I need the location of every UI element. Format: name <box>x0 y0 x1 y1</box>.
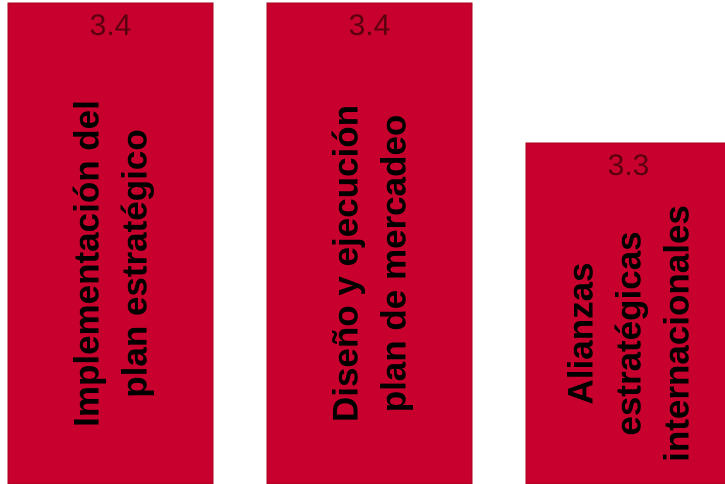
data-label: 3.3 <box>608 149 650 182</box>
category-label-line: Diseño y ejecución <box>327 105 366 422</box>
category-label-line: internacionales <box>658 205 697 462</box>
bar <box>8 3 213 484</box>
bar-group: 3.4 Diseño y ejecución plan de mercadeo <box>267 3 472 484</box>
bar <box>267 3 472 484</box>
data-label: 3.4 <box>349 9 391 42</box>
data-label: 3.4 <box>90 9 132 42</box>
category-label-line: plan de mercadeo <box>375 115 414 413</box>
bar-group: 3.4 Implementación del plan estratégico <box>8 3 213 484</box>
category-label-line: Implementación del <box>68 100 107 427</box>
category-label-line: plan estratégico <box>116 129 155 397</box>
category-label-line: estratégicas <box>610 231 649 435</box>
category-label-line: Alianzas <box>562 263 601 405</box>
bar-group: 3.3 Alianzas estratégicas internacionales <box>526 143 725 484</box>
